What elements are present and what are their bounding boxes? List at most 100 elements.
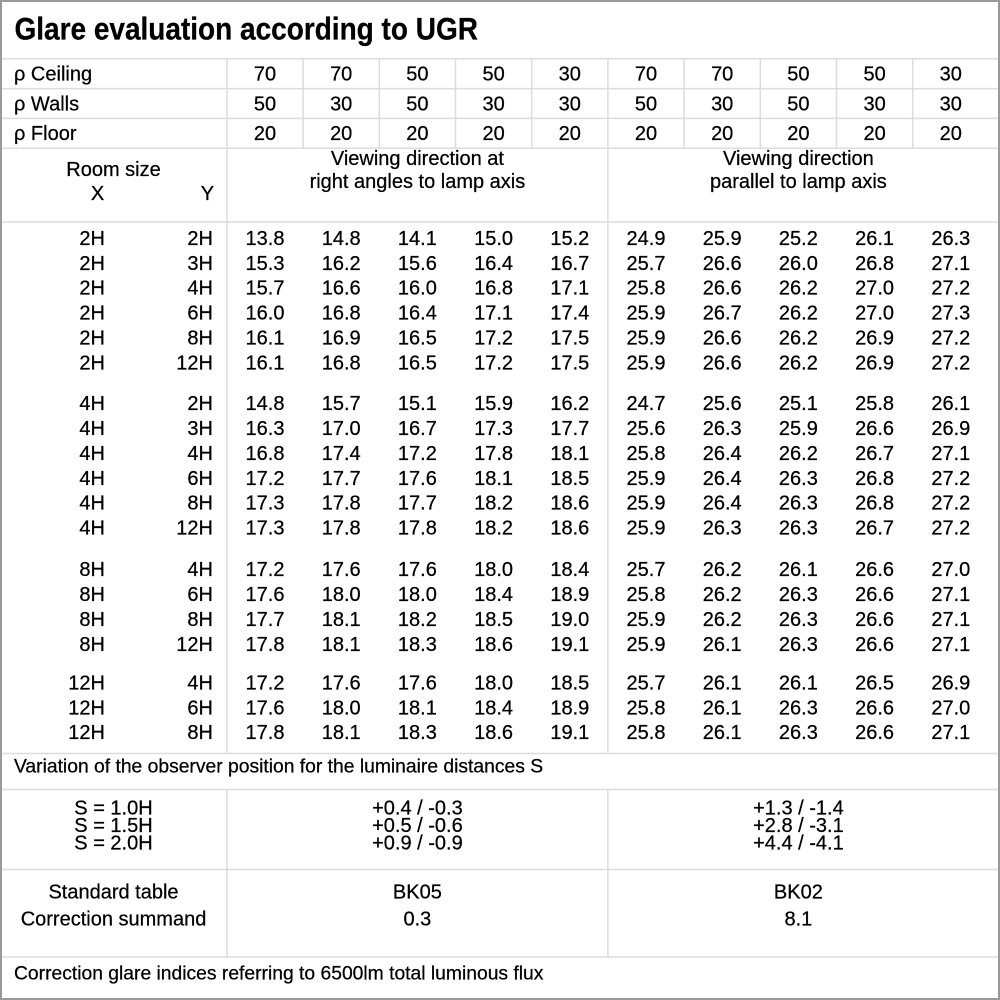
svg-text:20: 20 <box>863 123 885 145</box>
svg-text:17.1: 17.1 <box>550 278 589 300</box>
svg-text:18.0: 18.0 <box>474 559 513 581</box>
svg-text:19.1: 19.1 <box>550 722 589 744</box>
svg-text:18.4: 18.4 <box>474 584 513 606</box>
svg-text:17.2: 17.2 <box>474 328 513 350</box>
svg-text:26.1: 26.1 <box>779 672 818 694</box>
svg-text:27.1: 27.1 <box>931 609 970 631</box>
svg-text:8H: 8H <box>187 493 213 515</box>
svg-text:26.4: 26.4 <box>703 493 742 515</box>
svg-text:25.8: 25.8 <box>627 443 666 465</box>
svg-text:26.1: 26.1 <box>703 672 742 694</box>
svg-text:15.0: 15.0 <box>474 228 513 250</box>
svg-text:+4.4 / -4.1: +4.4 / -4.1 <box>753 832 844 854</box>
svg-text:30: 30 <box>482 93 504 115</box>
svg-text:parallel to lamp axis: parallel to lamp axis <box>710 171 887 193</box>
svg-text:6H: 6H <box>187 584 213 606</box>
svg-text:26.3: 26.3 <box>779 493 818 515</box>
svg-text:3H: 3H <box>187 418 213 440</box>
svg-text:2H: 2H <box>79 228 105 250</box>
svg-text:Standard table: Standard table <box>48 882 178 904</box>
svg-text:2H: 2H <box>79 328 105 350</box>
svg-text:18.9: 18.9 <box>550 584 589 606</box>
svg-text:17.2: 17.2 <box>474 352 513 374</box>
svg-text:+0.9 / -0.9: +0.9 / -0.9 <box>372 832 463 854</box>
svg-text:17.6: 17.6 <box>322 559 361 581</box>
svg-text:27.2: 27.2 <box>931 468 970 490</box>
svg-text:26.2: 26.2 <box>779 278 818 300</box>
svg-text:25.9: 25.9 <box>703 228 742 250</box>
svg-text:16.5: 16.5 <box>398 352 437 374</box>
svg-text:17.6: 17.6 <box>246 584 285 606</box>
svg-text:18.0: 18.0 <box>398 584 437 606</box>
svg-text:27.1: 27.1 <box>931 634 970 656</box>
svg-text:20: 20 <box>482 123 504 145</box>
svg-text:26.3: 26.3 <box>779 468 818 490</box>
svg-text:30: 30 <box>330 93 352 115</box>
svg-text:2H: 2H <box>187 393 213 415</box>
svg-text:Glare evaluation according to: Glare evaluation according to UGR <box>15 12 478 47</box>
svg-text:26.6: 26.6 <box>855 722 894 744</box>
svg-text:30: 30 <box>863 93 885 115</box>
svg-text:17.5: 17.5 <box>550 328 589 350</box>
svg-text:26.7: 26.7 <box>855 518 894 540</box>
svg-text:8H: 8H <box>79 634 105 656</box>
svg-text:18.0: 18.0 <box>322 697 361 719</box>
svg-text:26.3: 26.3 <box>779 722 818 744</box>
svg-text:27.2: 27.2 <box>931 352 970 374</box>
svg-text:26.1: 26.1 <box>931 393 970 415</box>
svg-text:26.3: 26.3 <box>931 228 970 250</box>
svg-text:14.1: 14.1 <box>398 228 437 250</box>
svg-text:17.7: 17.7 <box>322 468 361 490</box>
svg-text:26.6: 26.6 <box>855 418 894 440</box>
svg-text:50: 50 <box>863 64 885 86</box>
svg-text:20: 20 <box>254 123 276 145</box>
svg-text:2H: 2H <box>79 303 105 325</box>
svg-text:16.0: 16.0 <box>398 278 437 300</box>
svg-text:15.7: 15.7 <box>246 278 285 300</box>
svg-text:16.7: 16.7 <box>398 418 437 440</box>
svg-text:18.1: 18.1 <box>322 609 361 631</box>
svg-text:50: 50 <box>254 93 276 115</box>
svg-text:27.2: 27.2 <box>931 518 970 540</box>
svg-text:17.3: 17.3 <box>474 418 513 440</box>
svg-text:17.6: 17.6 <box>398 468 437 490</box>
svg-text:27.0: 27.0 <box>931 697 970 719</box>
svg-text:Y: Y <box>201 183 214 205</box>
svg-text:19.1: 19.1 <box>550 634 589 656</box>
svg-text:12H: 12H <box>68 722 105 744</box>
svg-text:26.1: 26.1 <box>703 634 742 656</box>
svg-text:14.8: 14.8 <box>322 228 361 250</box>
svg-text:4H: 4H <box>79 393 105 415</box>
svg-text:3H: 3H <box>187 253 213 275</box>
svg-text:BK02: BK02 <box>774 882 823 904</box>
svg-text:15.6: 15.6 <box>398 253 437 275</box>
svg-text:26.8: 26.8 <box>855 493 894 515</box>
svg-text:50: 50 <box>787 93 809 115</box>
svg-text:26.4: 26.4 <box>703 443 742 465</box>
svg-text:18.6: 18.6 <box>550 518 589 540</box>
svg-text:18.5: 18.5 <box>550 672 589 694</box>
svg-text:16.5: 16.5 <box>398 328 437 350</box>
svg-text:4H: 4H <box>187 443 213 465</box>
svg-text:27.0: 27.0 <box>855 278 894 300</box>
svg-text:26.9: 26.9 <box>855 352 894 374</box>
svg-text:24.7: 24.7 <box>627 393 666 415</box>
svg-text:2H: 2H <box>187 228 213 250</box>
svg-text:26.4: 26.4 <box>703 468 742 490</box>
svg-text:16.0: 16.0 <box>246 303 285 325</box>
svg-text:+0.5 / -0.6: +0.5 / -0.6 <box>372 815 463 837</box>
svg-text:25.7: 25.7 <box>627 672 666 694</box>
svg-text:25.9: 25.9 <box>627 609 666 631</box>
svg-text:26.0: 26.0 <box>779 253 818 275</box>
svg-text:18.4: 18.4 <box>474 697 513 719</box>
svg-text:18.0: 18.0 <box>474 672 513 694</box>
svg-text:+0.4 / -0.3: +0.4 / -0.3 <box>372 797 463 819</box>
svg-text:26.3: 26.3 <box>703 418 742 440</box>
svg-text:15.2: 15.2 <box>550 228 589 250</box>
svg-text:X: X <box>91 183 104 205</box>
svg-text:26.2: 26.2 <box>779 328 818 350</box>
svg-text:15.7: 15.7 <box>322 393 361 415</box>
svg-text:26.1: 26.1 <box>703 722 742 744</box>
svg-text:17.8: 17.8 <box>246 634 285 656</box>
svg-text:27.2: 27.2 <box>931 278 970 300</box>
